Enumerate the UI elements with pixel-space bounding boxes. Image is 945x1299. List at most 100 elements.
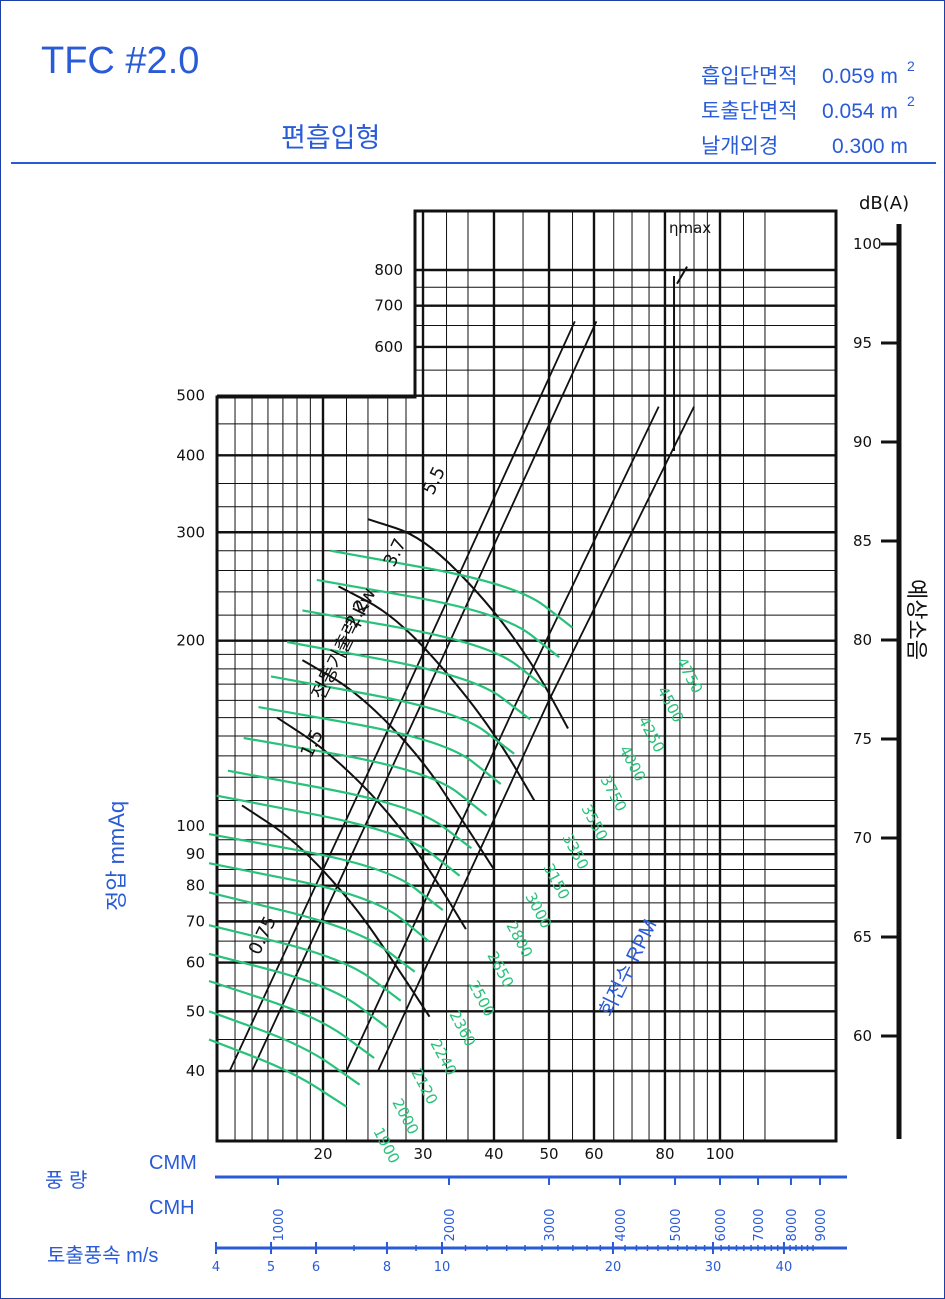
cmh-tick-label: 7000 [752,1208,767,1241]
eta-max-label: ηmax [669,219,711,237]
rpm-curve [208,979,375,1059]
db-tick-label: 95 [853,334,872,352]
velocity-tick-label: 4 [212,1260,220,1275]
rpm-curve [208,862,430,943]
rpm-curve [270,675,515,755]
db-axis-ticks: 60 65 70 75 80 85 90 95 100 [853,235,899,1045]
rpm-label: 3750 [596,772,630,814]
rpm-curve [330,549,574,629]
rpm-label: 3550 [577,801,611,843]
eta-max-line [676,266,688,285]
power-curve [241,804,431,1018]
spec-value-outlet: 0.054 m [822,100,898,123]
spec-value-impeller: 0.300 m [832,135,908,158]
noise-axis-label: 예상소음 [903,579,928,660]
rpm-label: 4250 [634,713,668,755]
spec-label-outlet: 토출단면적 [701,100,798,123]
cmm-tick-label: 100 [706,1145,735,1163]
db-tick-label: 90 [853,433,872,451]
spec-label-inlet: 흡입단면적 [701,65,798,88]
velocity-tick-label: 5 [267,1260,275,1275]
y-tick-label: 40 [186,1062,205,1080]
cmh-tick-label: 2000 [443,1208,458,1241]
velocity-axis-ticks: 4 5 6 8 10 20 30 40 [212,1242,814,1275]
power-curve [367,518,569,729]
rpm-curve [316,578,560,659]
flow-group-label: 풍 량 [45,1169,87,1192]
plot-frame [215,209,838,1143]
rpm-curve [208,924,402,1002]
y-tick-label: 400 [176,446,205,464]
rpm-label: 3350 [558,830,592,872]
velocity-tick-label: 10 [434,1260,451,1275]
plot-grid [217,211,836,1141]
rpm-label: 2650 [483,948,517,990]
rpm-curve [208,833,444,911]
rpm-label: 2800 [502,918,536,960]
power-curve [276,716,467,930]
cmh-axis-label: CMH [149,1197,195,1219]
cmm-tick-label: 40 [484,1145,503,1163]
velocity-tick-label: 6 [312,1260,320,1275]
rpm-curve [258,706,502,785]
rpm-label: 4500 [653,683,687,725]
rpm-curve [227,769,473,850]
rpm-curve [287,640,531,721]
diagonal-lines [228,266,695,1072]
db-tick-label: 65 [853,928,872,946]
velocity-tick-label: 20 [605,1260,622,1275]
cmh-axis-ticks: 1000 2000 3000 4000 5000 6000 7000 8000 9000 [272,1177,829,1242]
cmm-tick-label: 60 [584,1145,603,1163]
rpm-curve [208,1010,361,1086]
rpm-label: 2240 [426,1036,460,1078]
rpm-curve [216,794,461,877]
cmm-axis-label: CMM [149,1152,197,1174]
cmh-tick-label: 1000 [272,1208,287,1241]
rpm-curve [302,609,546,689]
y-tick-label: 300 [176,523,205,541]
rpm-curve [208,1038,348,1108]
rpm-label: 1900 [369,1124,403,1166]
rpm-curve [208,891,416,973]
diagonal-line [377,406,695,1072]
power-label: 0.75 [245,913,281,958]
y-tick-label: 70 [186,912,205,930]
y-tick-label: 80 [186,877,205,895]
y-tick-label: 200 [176,632,205,650]
y-tick-label: 50 [186,1002,205,1020]
cmh-tick-label: 6000 [714,1208,729,1241]
cmm-axis-ticks: 20 30 40 50 60 80 100 [313,1145,734,1163]
y-axis-label: 정압 mmAq [104,801,129,911]
spec-sup-outlet: 2 [907,93,915,109]
cmh-tick-label: 3000 [543,1208,558,1241]
power-curve [301,659,495,871]
subtitle: 편흡입형 [281,123,380,153]
rpm-axis-label: 회전수 RPM [595,916,662,1021]
db-tick-label: 70 [853,829,872,847]
cmm-tick-label: 50 [539,1145,558,1163]
rpm-label: 4000 [615,742,649,784]
power-curve [338,585,536,802]
cmm-tick-label: 80 [655,1145,674,1163]
rpm-label: 2000 [388,1095,422,1137]
db-tick-label: 75 [853,730,872,748]
power-curves [241,518,569,1018]
spec-label-impeller: 날개외경 [701,135,778,158]
spec-sup-inlet: 2 [907,58,915,74]
cmh-tick-label: 4000 [614,1208,629,1241]
y-tick-label: 90 [186,845,205,863]
db-tick-label: 100 [853,235,882,253]
y-tick-label: 700 [374,297,403,315]
db-tick-label: 85 [853,532,872,550]
rpm-label: 3150 [539,860,573,902]
db-tick-label: 80 [853,631,872,649]
diagonal-line [251,321,598,1072]
y-tick-label: 600 [374,338,403,356]
cmh-tick-label: 9000 [814,1208,829,1241]
y-tick-label: 60 [186,954,205,972]
velocity-tick-label: 40 [776,1260,793,1275]
rpm-curve [243,736,488,817]
velocity-axis-label: 토출풍속 m/s [47,1244,158,1267]
y-tick-label: 800 [374,261,403,279]
